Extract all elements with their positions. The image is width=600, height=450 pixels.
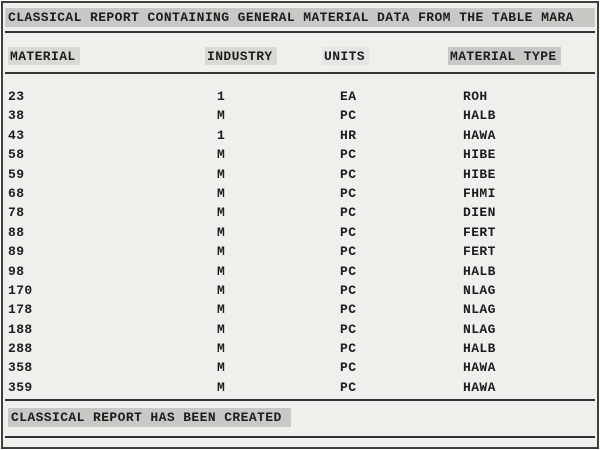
column-headers: MATERIAL INDUSTRY UNITS MATERIAL TYPE (3, 47, 597, 67)
table-row[interactable]: 170 M PC NLAG (3, 281, 597, 300)
cell-material-type: HAWA (463, 379, 496, 395)
cell-material-type: HALB (463, 263, 496, 279)
cell-units: PC (340, 166, 357, 182)
table-row[interactable]: 38 M PC HALB (3, 106, 597, 125)
cell-units: PC (340, 224, 357, 240)
table-row[interactable]: 358 M PC HAWA (3, 358, 597, 377)
cell-material-type: FERT (463, 224, 496, 240)
table-row[interactable]: 188 M PC NLAG (3, 320, 597, 339)
report-footer-text: CLASSICAL REPORT HAS BEEN CREATED (8, 408, 291, 427)
table-row[interactable]: 98 M PC HALB (3, 262, 597, 281)
report-title-text: CLASSICAL REPORT CONTAINING GENERAL MATE… (8, 10, 574, 25)
cell-units: PC (340, 360, 357, 376)
table-row[interactable]: 288 M PC HALB (3, 339, 597, 358)
cell-units: HR (340, 127, 357, 143)
report-footer: CLASSICAL REPORT HAS BEEN CREATED (3, 408, 597, 428)
cell-units: PC (340, 147, 357, 163)
cell-industry: M (217, 282, 226, 298)
cell-industry: M (217, 185, 226, 201)
column-header-material-type: MATERIAL TYPE (448, 47, 561, 65)
cell-material-type: HAWA (463, 360, 496, 376)
cell-units: PC (340, 185, 357, 201)
cell-units: PC (340, 302, 357, 318)
cell-industry: M (217, 108, 226, 124)
cell-material: 288 (8, 341, 33, 357)
cell-material: 38 (8, 108, 25, 124)
table-row[interactable]: 89 M PC FERT (3, 242, 597, 261)
cell-industry: M (217, 147, 226, 163)
table-row[interactable]: 88 M PC FERT (3, 223, 597, 242)
cell-material-type: HAWA (463, 127, 496, 143)
table-row[interactable]: 43 1 HR HAWA (3, 126, 597, 145)
cell-material-type: NLAG (463, 321, 496, 337)
cell-industry: M (217, 263, 226, 279)
divider-below-footer (5, 436, 595, 438)
table-row[interactable]: 68 M PC FHMI (3, 184, 597, 203)
table-row[interactable]: 59 M PC HIBE (3, 165, 597, 184)
cell-material-type: DIEN (463, 205, 496, 221)
cell-industry: M (217, 302, 226, 318)
cell-industry: M (217, 341, 226, 357)
cell-material: 78 (8, 205, 25, 221)
column-header-material: MATERIAL (8, 47, 80, 65)
divider-below-headers (5, 72, 595, 74)
cell-industry: M (217, 244, 226, 260)
cell-material-type: ROH (463, 89, 488, 104)
column-header-cell-material-type: MATERIAL TYPE (443, 47, 597, 67)
cell-industry: M (217, 205, 226, 221)
table-row[interactable]: 359 M PC HAWA (3, 378, 597, 397)
table-row[interactable]: 178 M PC NLAG (3, 300, 597, 319)
report-title: CLASSICAL REPORT CONTAINING GENERAL MATE… (5, 8, 595, 27)
cell-material-type: FHMI (463, 185, 496, 201)
cell-material-type: NLAG (463, 282, 496, 298)
cell-units: PC (340, 321, 357, 337)
cell-industry: M (217, 166, 226, 182)
cell-units: PC (340, 244, 357, 260)
divider-below-title (5, 31, 595, 33)
cell-material-type: HALB (463, 108, 496, 124)
column-header-units: UNITS (322, 47, 370, 65)
cell-material: 358 (8, 360, 33, 376)
cell-material: 170 (8, 282, 33, 298)
cell-material: 178 (8, 302, 33, 318)
table-row[interactable]: 78 M PC DIEN (3, 203, 597, 222)
cell-industry: 1 (217, 127, 226, 143)
cell-material: 23 (8, 89, 25, 104)
cell-units: PC (340, 108, 357, 124)
divider-below-table (5, 399, 595, 401)
table-row[interactable]: 58 M PC HIBE (3, 145, 597, 164)
cell-industry: M (217, 360, 226, 376)
cell-material: 89 (8, 244, 25, 260)
cell-material-type: HIBE (463, 166, 496, 182)
cell-industry: M (217, 321, 226, 337)
cell-units: EA (340, 89, 357, 104)
cell-industry: M (217, 379, 226, 395)
column-header-cell-units: UNITS (317, 47, 443, 67)
cell-material-type: HIBE (463, 147, 496, 163)
cell-material: 188 (8, 321, 33, 337)
cell-material: 58 (8, 147, 25, 163)
cell-industry: M (217, 224, 226, 240)
cell-material: 59 (8, 166, 25, 182)
cell-material: 43 (8, 127, 25, 143)
cell-industry: 1 (217, 89, 226, 104)
table-body: 23 1 EA ROH 38 M PC HALB 43 1 HR HAWA 58… (3, 87, 597, 397)
column-header-industry: INDUSTRY (205, 47, 277, 65)
cell-material: 98 (8, 263, 25, 279)
cell-material: 88 (8, 224, 25, 240)
cell-units: PC (340, 205, 357, 221)
cell-material: 68 (8, 185, 25, 201)
cell-units: PC (340, 379, 357, 395)
cell-material-type: FERT (463, 244, 496, 260)
column-header-cell-industry: INDUSTRY (200, 47, 317, 67)
cell-units: PC (340, 341, 357, 357)
cell-material: 359 (8, 379, 33, 395)
cell-material-type: HALB (463, 341, 496, 357)
table-row[interactable]: 23 1 EA ROH (3, 87, 597, 106)
column-header-cell-material: MATERIAL (3, 47, 200, 67)
cell-units: PC (340, 282, 357, 298)
cell-material-type: NLAG (463, 302, 496, 318)
cell-units: PC (340, 263, 357, 279)
